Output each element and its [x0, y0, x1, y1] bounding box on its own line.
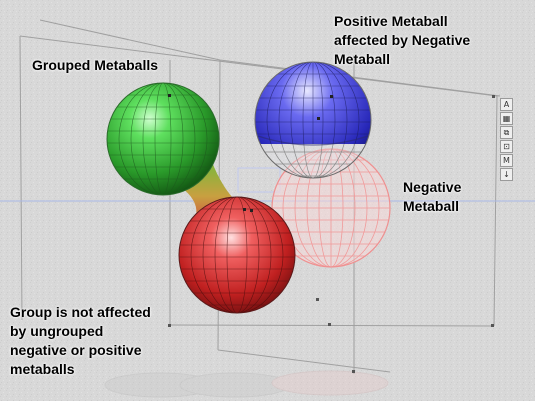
- grouped-metaballs-label: Grouped Metaballs: [32, 57, 159, 73]
- positive-metaball[interactable]: [250, 61, 376, 179]
- group-note-label: Group is not affected by ungrouped negat…: [10, 304, 151, 377]
- negative-metaball-label: Negative Metaball: [403, 179, 462, 214]
- text-icon[interactable]: A: [500, 98, 513, 111]
- floor-reflections: [104, 370, 389, 398]
- mini-toolbar: A ▦ ⧉ ⊡ M ↓: [500, 98, 513, 181]
- square-icon[interactable]: ▦: [500, 112, 513, 125]
- grouped-metaballs[interactable]: [100, 82, 300, 314]
- control-points: [168, 95, 495, 373]
- red-metaball[interactable]: [175, 196, 300, 314]
- positive-metaball-label: Positive Metaball affected by Negative M…: [334, 13, 471, 67]
- frame-icon[interactable]: ⊡: [500, 140, 513, 153]
- m-icon[interactable]: M: [500, 154, 513, 167]
- arrow-down-icon[interactable]: ↓: [500, 168, 513, 181]
- move-icon[interactable]: ⧉: [500, 126, 513, 139]
